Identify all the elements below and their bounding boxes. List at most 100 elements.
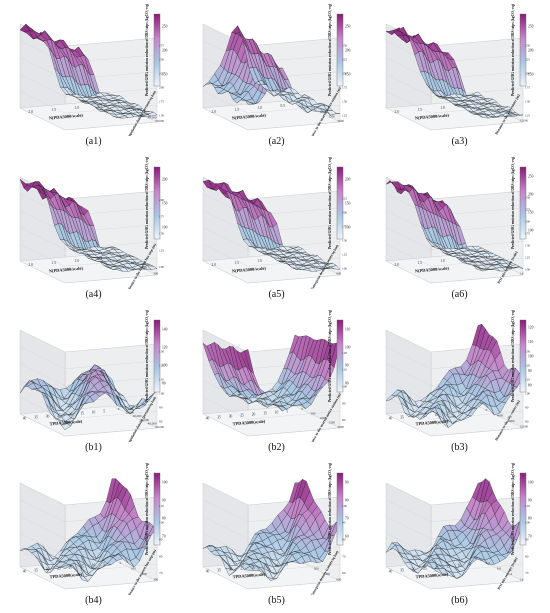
x-axis-label: TPDA5000(scale) (232, 419, 266, 427)
surface-mesh (202, 334, 341, 412)
z-tick-label: 250 (525, 44, 530, 48)
z-tick-label: 120 (342, 351, 347, 355)
z-tick-label: 125 (525, 256, 530, 260)
wall-gridline (385, 363, 432, 386)
wall-gridline (19, 227, 66, 250)
y-tick-label: 400 (325, 572, 330, 576)
x-tick-label: 1.0 (441, 106, 446, 110)
colorbar-tick-label: 100 (528, 229, 534, 233)
y-tick-label: 0 (120, 561, 122, 565)
wall-gridline (19, 244, 66, 267)
y-tick-label: 0 (303, 255, 305, 259)
wall-gridline (19, 533, 66, 556)
colorbar-tick-label: 90 (528, 499, 532, 503)
colorbar-tick-label: 200 (345, 49, 351, 53)
colorbar-tick-label: 70 (162, 535, 166, 539)
x-tick-label: 1.5 (235, 108, 240, 112)
x-tick-label: 15 (446, 565, 450, 569)
x-tick-label: 10 (92, 411, 96, 415)
y-tick-label: 600 (336, 271, 341, 275)
x-tick-label: 1.0 (75, 106, 80, 110)
z-tick-label: 200 (342, 72, 347, 76)
surface-mesh (385, 478, 524, 579)
colorbar-tick-label: 110 (345, 328, 350, 332)
z-tick-label: 110 (525, 504, 530, 508)
panel-label: (b6) (451, 595, 468, 606)
x-tick-label: 30 (412, 415, 416, 419)
x-axis-label: TPDA5000(scale) (415, 419, 449, 427)
surface-plot-a5: 100 150 200 100 125 150 175 200 225 Predicted GHG… (202, 156, 351, 289)
z-tick-label: 225 (342, 197, 347, 201)
z-tick-label: 100 (159, 521, 164, 525)
x-tick-label: 40 (389, 417, 393, 421)
colorbar-tick-label: 200 (162, 178, 168, 182)
wall-gridline (19, 516, 66, 539)
colorbar-tick-label: 120 (528, 326, 534, 330)
x-tick-label: 15 (80, 412, 84, 416)
z-tick-label: 200 (525, 220, 530, 224)
y-tick-label: 0 (118, 101, 120, 105)
x-tick-label: 10 (92, 564, 96, 568)
colorbar-tick-label: 70 (528, 535, 532, 539)
x-tick-label: 10 (275, 564, 279, 568)
y-tick-label: 8000 (508, 419, 515, 423)
x-tick-label: 5 (469, 410, 471, 414)
surface-facet (289, 482, 300, 503)
panel-label: (a5) (268, 289, 285, 300)
y-tick-label: 200 (142, 266, 147, 270)
z-tick-label: 110 (159, 504, 164, 508)
wall-gridline (385, 74, 432, 97)
x-tick-label: 30 (412, 568, 416, 572)
colorbar (336, 472, 344, 546)
y-tick-label: 40,000 (148, 116, 157, 121)
x-tick-label: 20 (69, 413, 73, 417)
colorbar-tick-label: 140 (162, 328, 168, 332)
x-tick-label: 1.0 (75, 259, 80, 263)
colorbar (519, 166, 527, 240)
panel-a5: 100 150 200 100 125 150 175 200 225 Predicted GHG… (185, 153, 368, 306)
colorbar-tick-label: 150 (345, 73, 351, 77)
surface-mesh (19, 364, 158, 431)
surface-mesh (202, 179, 341, 272)
y-tick-label: 200 (314, 566, 319, 570)
x-axis-label: N(PDA5000/scale) (232, 112, 267, 120)
wall-gridline (202, 244, 249, 267)
z-tick-label: 60 (342, 571, 346, 575)
y-tick-label: 40,000 (148, 422, 157, 427)
y-tick-label: 1.2 (508, 572, 512, 576)
x-tick-label: 0.5 (464, 257, 469, 261)
z-tick-label: 150 (159, 114, 164, 118)
y-tick-label: 1000 (320, 416, 327, 420)
z-tick-label: 100 (342, 267, 347, 271)
x-tick-label: 35 (217, 569, 221, 573)
colorbar-tick-label: 80 (162, 382, 166, 386)
x-axis-label: TPDA5000(scale) (415, 572, 449, 580)
y-tick-label: 10,000 (125, 411, 134, 416)
z-tick-label: 175 (525, 232, 530, 236)
colorbar (153, 472, 161, 546)
x-tick-label: 40 (206, 570, 210, 574)
colorbar-tick-label: 200 (528, 193, 534, 197)
y-tick-label: 50,000 (155, 119, 164, 124)
x-tick-label: 0.5 (98, 257, 103, 261)
z-tick-label: 100 (525, 521, 530, 525)
z-tick-label: 90 (342, 401, 346, 405)
wall-gridline (202, 227, 249, 250)
colorbar-tick-label: 60 (345, 535, 349, 539)
colorbar-tick-label: 150 (528, 73, 534, 77)
z-axis-label: Predicted GHG emission reduction of DRS … (145, 462, 149, 555)
wall-gridline (19, 499, 66, 522)
surface-facet (106, 478, 116, 504)
z-tick-label: 110 (159, 378, 164, 382)
wall-gridline (385, 533, 432, 556)
y-tick-label: 0 (486, 408, 488, 412)
z-tick-label: 130 (525, 350, 530, 354)
y-tick-label: 100 (131, 260, 136, 264)
colorbar-tick-label: 70 (345, 517, 349, 521)
colorbar-tick-label: 90 (162, 499, 166, 503)
y-tick-label: 300 (153, 271, 158, 275)
z-tick-label: 150 (342, 100, 347, 104)
surface-plot-b6: 70 80 90 100 70 80 90 100 110 Predicted GHG emiss… (385, 462, 534, 590)
